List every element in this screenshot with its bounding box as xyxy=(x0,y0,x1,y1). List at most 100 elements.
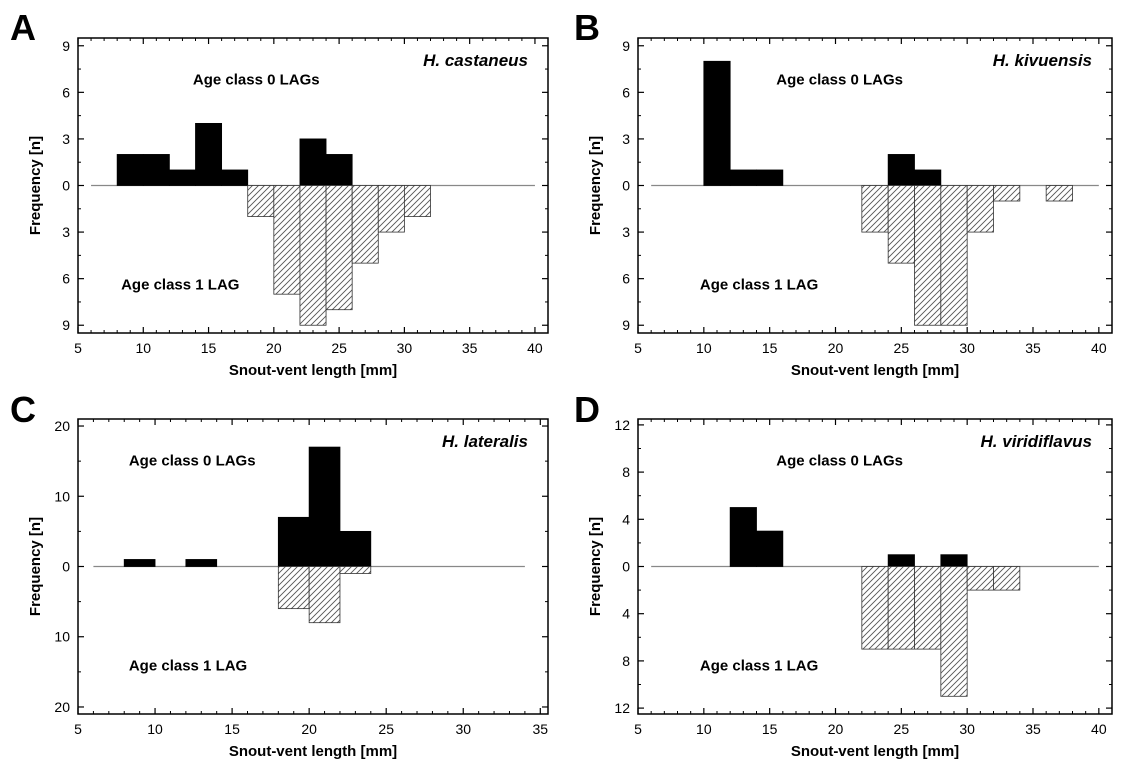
x-tick-label: 5 xyxy=(74,721,82,737)
x-axis-title: Snout-vent length [mm] xyxy=(229,362,397,379)
x-tick-label: 25 xyxy=(331,340,347,356)
y-tick-label: 4 xyxy=(622,511,630,527)
bar-age1 xyxy=(887,566,915,650)
bar-age0 xyxy=(887,154,915,186)
x-tick-label: 15 xyxy=(762,340,778,356)
x-tick-label: 10 xyxy=(696,340,712,356)
bar-age1 xyxy=(339,566,372,574)
panel-c: C 5 10 15 20 25 30 35 20 10 0 10 20 Snout-vent length… xyxy=(10,389,549,760)
y-tick-label: 20 xyxy=(54,699,70,715)
x-tick-label: 30 xyxy=(455,721,471,737)
x-tick-label: 35 xyxy=(462,340,478,356)
bar-age1 xyxy=(887,185,915,264)
x-tick-label: 30 xyxy=(397,340,413,356)
x-tick-label: 35 xyxy=(533,721,549,737)
x-tick-label: 15 xyxy=(201,340,217,356)
y-tick-label: 9 xyxy=(62,38,70,54)
y-tick-label: 10 xyxy=(54,629,70,645)
bar-age0 xyxy=(185,559,218,567)
y-tick-label: 3 xyxy=(622,224,630,240)
y-tick-label: 8 xyxy=(622,653,630,669)
y-tick-label: 6 xyxy=(62,271,70,287)
x-tick-label: 40 xyxy=(1091,340,1107,356)
bar-age0 xyxy=(142,154,170,186)
x-tick-label: 5 xyxy=(634,721,642,737)
x-tick-label: 10 xyxy=(696,721,712,737)
y-tick-label: 6 xyxy=(622,271,630,287)
y-tick-label: 9 xyxy=(622,317,630,333)
x-tick-label: 10 xyxy=(135,340,151,356)
panel-letter: C xyxy=(10,389,36,430)
species-name: H. castaneus xyxy=(423,51,528,70)
y-tick-label: 0 xyxy=(62,559,70,575)
panel-letter: B xyxy=(574,7,600,48)
x-tick-label: 25 xyxy=(894,340,910,356)
bar-age1 xyxy=(966,566,994,591)
y-tick-label: 3 xyxy=(62,224,70,240)
label-age1: Age class 1 LAG xyxy=(129,657,247,674)
bar-age0 xyxy=(887,554,915,567)
bar-age1 xyxy=(940,185,968,326)
x-tick-label: 20 xyxy=(266,340,282,356)
bar-age1 xyxy=(325,185,353,311)
bar-age0 xyxy=(168,169,196,186)
bar-age0 xyxy=(277,516,310,567)
x-tick-label: 40 xyxy=(527,340,543,356)
bar-age1 xyxy=(351,185,379,264)
bar-age1 xyxy=(966,185,994,233)
panel-letter: A xyxy=(10,7,36,48)
bar-age1 xyxy=(861,566,889,650)
x-tick-label: 5 xyxy=(634,340,642,356)
label-age0: Age class 0 LAGs xyxy=(776,452,903,469)
x-tick-label: 30 xyxy=(959,721,975,737)
bar-age1 xyxy=(247,185,275,217)
y-tick-label: 0 xyxy=(622,178,630,194)
label-age0: Age class 0 LAGs xyxy=(776,71,903,88)
x-tick-label: 30 xyxy=(959,340,975,356)
x-tick-label: 20 xyxy=(301,721,317,737)
bar-age0 xyxy=(940,554,968,567)
bar-age0 xyxy=(221,169,249,186)
x-tick-label: 20 xyxy=(828,340,844,356)
bar-age0 xyxy=(116,154,144,186)
bar-age1 xyxy=(273,185,301,295)
y-tick-label: 0 xyxy=(62,178,70,194)
y-tick-label: 6 xyxy=(622,84,630,100)
bar-age0 xyxy=(756,530,784,567)
bar-age1 xyxy=(914,566,942,650)
y-tick-label: 4 xyxy=(622,606,630,622)
x-tick-label: 35 xyxy=(1025,340,1041,356)
x-axis-title: Snout-vent length [mm] xyxy=(791,362,959,379)
bar-age0 xyxy=(914,169,942,186)
x-axis-title: Snout-vent length [mm] xyxy=(791,743,959,760)
bar-age1 xyxy=(861,185,889,233)
y-tick-label: 6 xyxy=(62,84,70,100)
x-tick-label: 25 xyxy=(378,721,394,737)
species-name: H. kivuensis xyxy=(993,51,1092,70)
bar-age1 xyxy=(277,566,310,610)
x-tick-label: 15 xyxy=(224,721,240,737)
y-tick-label: 3 xyxy=(622,131,630,147)
y-tick-label: 9 xyxy=(62,317,70,333)
bar-age1 xyxy=(940,566,968,697)
bar-age0 xyxy=(123,559,156,567)
bar-age0 xyxy=(195,122,223,186)
bar-age0 xyxy=(308,446,341,567)
x-tick-label: 10 xyxy=(147,721,163,737)
bar-age0 xyxy=(703,60,731,186)
species-name: H. viridiflavus xyxy=(981,432,1092,451)
panel-letter: D xyxy=(574,389,600,430)
y-tick-label: 3 xyxy=(62,131,70,147)
bar-age0 xyxy=(299,138,327,186)
bar-age0 xyxy=(756,169,784,186)
x-tick-label: 35 xyxy=(1025,721,1041,737)
label-age1: Age class 1 LAG xyxy=(700,657,818,674)
bar-age1 xyxy=(993,185,1021,202)
bar-age1 xyxy=(993,566,1021,591)
x-tick-label: 25 xyxy=(894,721,910,737)
y-tick-label: 10 xyxy=(54,488,70,504)
y-tick-label: 0 xyxy=(622,559,630,575)
